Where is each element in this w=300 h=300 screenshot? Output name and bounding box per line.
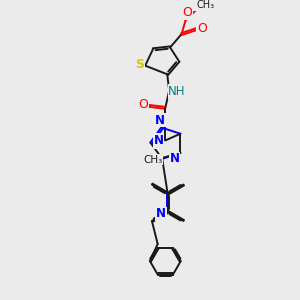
Text: O: O xyxy=(182,6,192,20)
Text: N: N xyxy=(155,114,165,127)
Text: S: S xyxy=(135,58,144,71)
Text: S: S xyxy=(153,135,162,148)
Text: O: O xyxy=(197,22,207,35)
Text: O: O xyxy=(138,98,148,112)
Text: N: N xyxy=(156,207,166,220)
Text: CH₃: CH₃ xyxy=(196,0,215,10)
Text: NH: NH xyxy=(168,85,186,98)
Text: CH₃: CH₃ xyxy=(143,154,162,165)
Text: N: N xyxy=(154,134,164,147)
Text: N: N xyxy=(170,152,180,165)
